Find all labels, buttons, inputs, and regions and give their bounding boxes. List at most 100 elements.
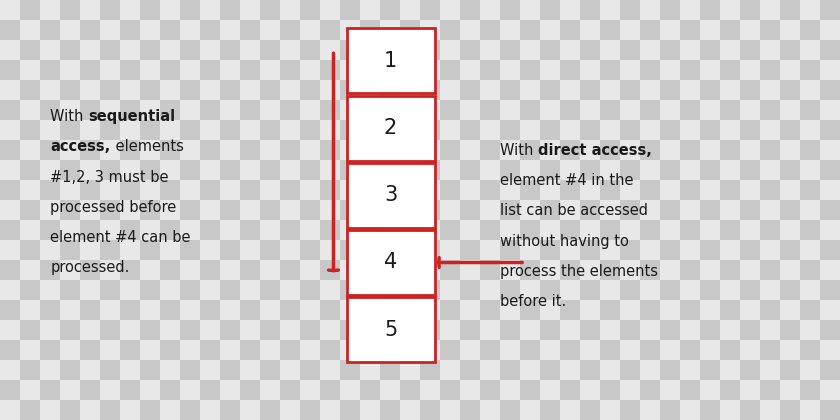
Bar [460, 300, 480, 320]
Bar [520, 20, 540, 40]
Bar [780, 340, 800, 360]
Bar [600, 140, 620, 160]
Bar [580, 80, 600, 100]
Bar [600, 300, 620, 320]
Bar [200, 360, 220, 380]
Bar [440, 340, 460, 360]
Bar [80, 120, 100, 140]
Text: element #4 can be: element #4 can be [50, 230, 191, 245]
Bar [280, 80, 300, 100]
Bar [240, 240, 260, 260]
Bar [740, 0, 760, 20]
Bar [40, 20, 60, 40]
Bar [600, 20, 620, 40]
Bar [320, 240, 340, 260]
Bar [480, 400, 500, 420]
Bar [420, 20, 440, 40]
Bar [500, 360, 520, 380]
Bar [800, 100, 820, 120]
Bar [120, 320, 140, 340]
Bar [80, 260, 100, 280]
Bar [120, 280, 140, 300]
Bar [280, 280, 300, 300]
Bar [760, 40, 780, 60]
Bar [760, 0, 780, 20]
Bar [200, 260, 220, 280]
Bar [120, 180, 140, 200]
Bar [460, 340, 480, 360]
Bar [360, 380, 380, 400]
Bar [120, 200, 140, 220]
Bar [80, 320, 100, 340]
Bar [720, 100, 740, 120]
Bar [260, 0, 280, 20]
Bar [440, 100, 460, 120]
Bar [240, 280, 260, 300]
Text: process the elements: process the elements [500, 264, 658, 279]
Bar [680, 80, 700, 100]
Bar [520, 260, 540, 280]
Bar [40, 240, 60, 260]
Bar [80, 300, 100, 320]
Bar [580, 400, 600, 420]
Bar [100, 80, 120, 100]
Bar [700, 120, 720, 140]
Bar [620, 320, 640, 340]
Bar [280, 400, 300, 420]
Bar [380, 180, 400, 200]
Bar [420, 300, 440, 320]
Bar [740, 100, 760, 120]
Bar [460, 280, 480, 300]
Bar [300, 80, 320, 100]
Bar [740, 80, 760, 100]
Bar [360, 260, 380, 280]
Bar [360, 40, 380, 60]
Bar [100, 100, 120, 120]
Bar [800, 240, 820, 260]
Bar [820, 400, 840, 420]
Bar [760, 60, 780, 80]
Bar [420, 120, 440, 140]
Bar [620, 140, 640, 160]
Bar [580, 220, 600, 240]
Bar [460, 240, 480, 260]
Bar [800, 380, 820, 400]
Bar [760, 20, 780, 40]
Bar [820, 120, 840, 140]
Bar [640, 400, 660, 420]
Bar [160, 380, 180, 400]
Bar [480, 120, 500, 140]
Bar [660, 220, 680, 240]
Bar [760, 340, 780, 360]
Bar [360, 400, 380, 420]
Bar [740, 280, 760, 300]
Bar [480, 60, 500, 80]
Bar [240, 400, 260, 420]
Bar [520, 320, 540, 340]
Bar [600, 120, 620, 140]
Bar [500, 80, 520, 100]
Bar [760, 280, 780, 300]
Bar [400, 100, 420, 120]
Bar [540, 360, 560, 380]
Bar [0, 180, 20, 200]
Bar [120, 140, 140, 160]
Bar [240, 340, 260, 360]
Bar [680, 220, 700, 240]
Bar [580, 40, 600, 60]
Bar [520, 140, 540, 160]
Bar [260, 280, 280, 300]
Bar [100, 320, 120, 340]
Bar [780, 400, 800, 420]
Bar [20, 40, 40, 60]
Bar [360, 160, 380, 180]
Bar [800, 20, 820, 40]
Bar [347, 163, 435, 228]
Bar [620, 360, 640, 380]
Bar [500, 400, 520, 420]
Bar [380, 80, 400, 100]
Bar [640, 380, 660, 400]
Bar [400, 340, 420, 360]
Bar [200, 140, 220, 160]
Bar [360, 140, 380, 160]
